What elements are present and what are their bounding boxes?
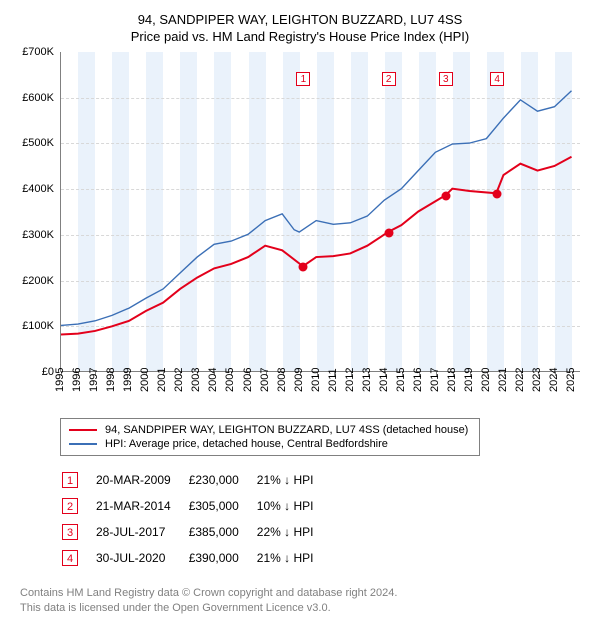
x-tick-label: 2001 [156,368,168,392]
sale-date: 21-MAR-2014 [96,494,187,518]
sale-price: £385,000 [189,520,255,544]
x-tick-label: 1995 [54,368,66,392]
footer-attribution: Contains HM Land Registry data © Crown c… [20,586,590,617]
y-tick-label: £100K [22,320,54,332]
sale-price: £305,000 [189,494,255,518]
sale-delta: 22% ↓ HPI [257,520,330,544]
x-tick-label: 2012 [344,368,356,392]
sale-marker-box: 2 [382,72,396,86]
series-property [61,157,572,335]
plot-area: 1 2 3 4 [60,52,580,372]
sale-marker-box: 4 [490,72,504,86]
legend-item: HPI: Average price, detached house, Cent… [69,437,471,451]
table-row: 4 30-JUL-2020£390,00021% ↓ HPI [62,546,329,570]
x-tick-label: 2003 [190,368,202,392]
x-tick-label: 2002 [173,368,185,392]
x-tick-label: 2021 [497,368,509,392]
table-row: 1 20-MAR-2009£230,00021% ↓ HPI [62,468,329,492]
x-tick-label: 1996 [71,368,83,392]
y-tick-label: £200K [22,275,54,287]
sale-delta: 21% ↓ HPI [257,468,330,492]
y-tick-label: £700K [22,46,54,58]
y-tick-label: £0 [42,366,54,378]
x-tick-label: 2005 [224,368,236,392]
x-tick-label: 2011 [327,368,339,392]
x-tick-label: 1998 [105,368,117,392]
sale-marker-box: 3 [439,72,453,86]
y-tick-label: £600K [22,92,54,104]
x-tick-label: 2023 [531,368,543,392]
sales-table: 120-MAR-2009£230,00021% ↓ HPI221-MAR-201… [60,466,331,572]
x-tick-label: 2025 [565,368,577,392]
sale-num-box: 1 [62,472,78,488]
sale-date: 30-JUL-2020 [96,546,187,570]
x-tick-label: 2016 [412,368,424,392]
x-tick-label: 2014 [378,368,390,392]
sale-point [299,262,308,271]
legend-item: 94, SANDPIPER WAY, LEIGHTON BUZZARD, LU7… [69,423,471,437]
x-tick-label: 2015 [395,368,407,392]
legend-swatch [69,443,97,445]
y-tick-label: £400K [22,183,54,195]
x-tick-label: 2020 [480,368,492,392]
x-tick-label: 2018 [446,368,458,392]
sale-price: £230,000 [189,468,255,492]
legend-label: 94, SANDPIPER WAY, LEIGHTON BUZZARD, LU7… [105,424,468,436]
title-address: 94, SANDPIPER WAY, LEIGHTON BUZZARD, LU7… [10,12,590,27]
x-tick-label: 2006 [242,368,254,392]
sale-num-box: 4 [62,550,78,566]
chart-lines [61,52,580,371]
sale-point [493,189,502,198]
sale-point [441,192,450,201]
x-tick-label: 2000 [139,368,151,392]
sale-marker-box: 1 [296,72,310,86]
chart-legend: 94, SANDPIPER WAY, LEIGHTON BUZZARD, LU7… [60,418,480,456]
sale-price: £390,000 [189,546,255,570]
sale-date: 28-JUL-2017 [96,520,187,544]
table-row: 3 28-JUL-2017£385,00022% ↓ HPI [62,520,329,544]
x-tick-label: 2010 [310,368,322,392]
x-tick-label: 2019 [463,368,475,392]
sale-num-box: 3 [62,524,78,540]
price-chart: £0£100K£200K£300K£400K£500K£600K£700K 12… [10,52,590,412]
sale-num-box: 2 [62,498,78,514]
y-axis-labels: £0£100K£200K£300K£400K£500K£600K£700K [10,52,56,372]
x-tick-label: 1997 [88,368,100,392]
sale-point [384,228,393,237]
legend-label: HPI: Average price, detached house, Cent… [105,438,388,450]
x-tick-label: 2022 [514,368,526,392]
x-tick-label: 2009 [293,368,305,392]
y-tick-label: £500K [22,137,54,149]
table-row: 2 21-MAR-2014£305,00010% ↓ HPI [62,494,329,518]
x-tick-label: 2017 [429,368,441,392]
series-hpi [61,91,572,326]
y-tick-label: £300K [22,229,54,241]
sale-delta: 21% ↓ HPI [257,546,330,570]
sale-date: 20-MAR-2009 [96,468,187,492]
x-tick-label: 2007 [259,368,271,392]
x-tick-label: 1999 [122,368,134,392]
x-tick-label: 2008 [276,368,288,392]
sale-delta: 10% ↓ HPI [257,494,330,518]
footer-line-1: Contains HM Land Registry data © Crown c… [20,586,590,601]
title-subtitle: Price paid vs. HM Land Registry's House … [10,29,590,44]
x-tick-label: 2004 [207,368,219,392]
x-tick-label: 2013 [361,368,373,392]
legend-swatch [69,429,97,431]
footer-line-2: This data is licensed under the Open Gov… [20,601,590,616]
x-tick-label: 2024 [548,368,560,392]
x-axis-labels: 1995199619971998199920002001200220032004… [60,374,580,412]
